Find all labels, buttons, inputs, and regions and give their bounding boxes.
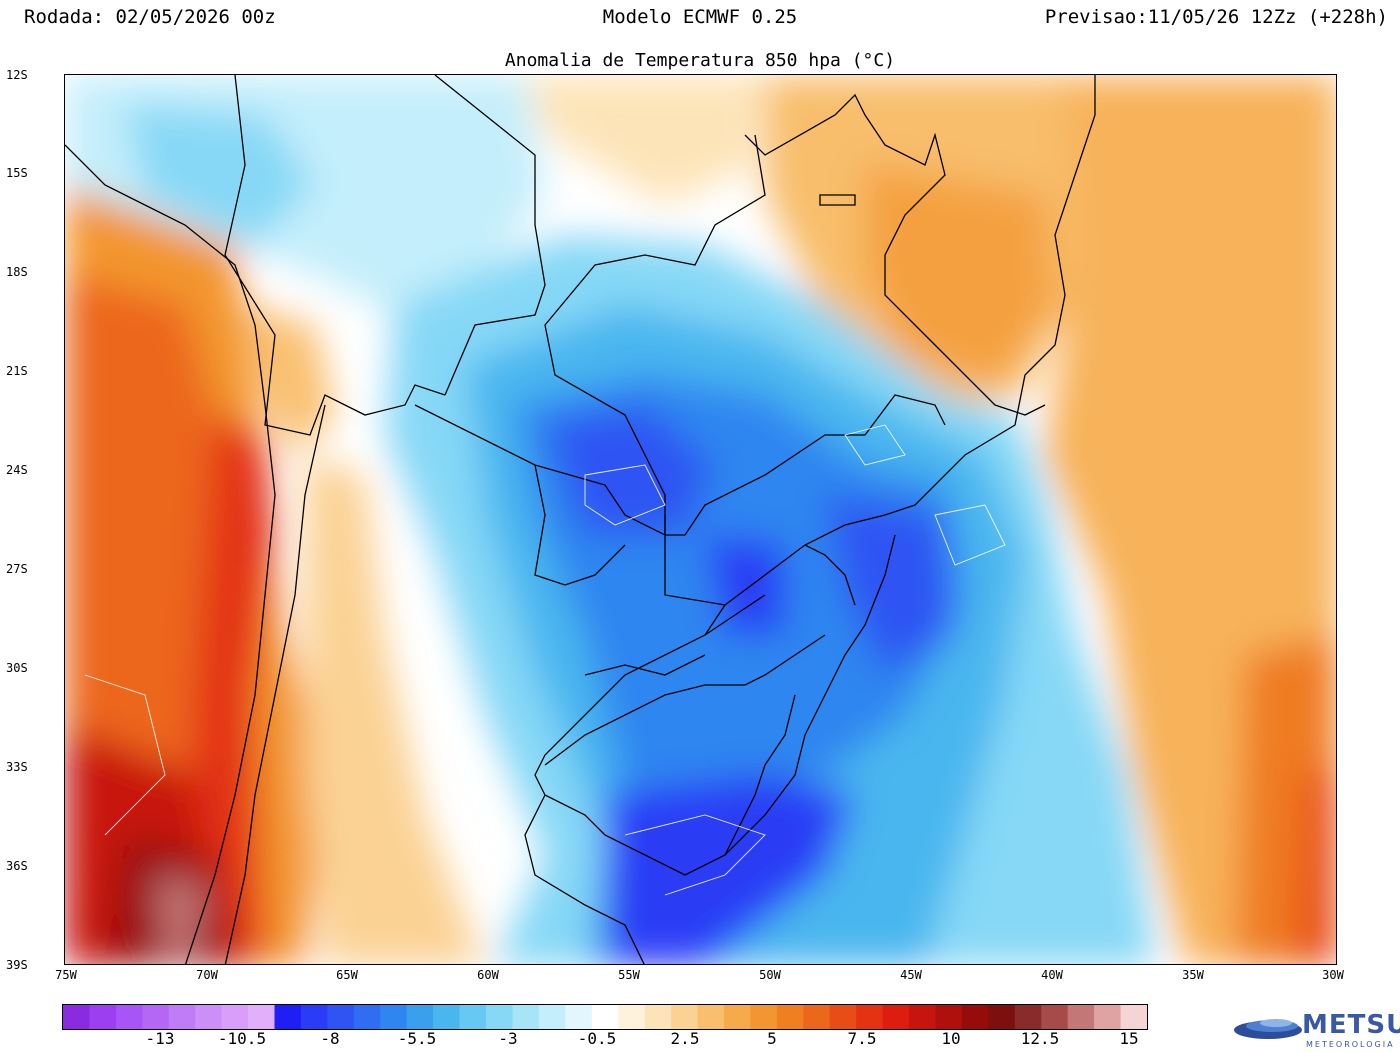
colorbar-swatch [380,1005,408,1029]
colorbar-label: -0.5 [577,1029,617,1048]
colorbar-swatch [538,1005,566,1029]
colorbar-label: 12.5 [1020,1029,1060,1048]
lon-label: 35W [1182,968,1204,982]
anomaly-field [65,75,1336,964]
map-panel [64,74,1337,965]
colorbar-swatch [1067,1005,1095,1029]
lat-label: 24S [6,463,28,477]
colorbar-swatch [406,1005,434,1029]
borders [65,75,1096,964]
lat-label: 18S [6,265,28,279]
colorbar-swatch [168,1005,196,1029]
colorbar-swatch [300,1005,328,1029]
colorbar-swatch [723,1005,751,1029]
lon-label: 70W [196,968,218,982]
colorbar-swatch [512,1005,540,1029]
lon-label: 40W [1041,968,1063,982]
colorbar-swatch [909,1005,936,1029]
colorbar-label: -5.5 [397,1029,437,1048]
colorbar-label: 15 [1119,1029,1139,1048]
colorbar-swatch [618,1005,646,1029]
colorbar-swatch [89,1005,117,1029]
colorbar-label: -13 [145,1029,175,1048]
colorbar-label: -10.5 [217,1029,267,1048]
colorbar-swatch [433,1005,461,1029]
run-date-label: Rodada: 02/05/2026 00z [24,6,276,28]
colorbar [62,1004,1148,1030]
colorbar-swatch [803,1005,831,1029]
colorbar-swatch [486,1005,513,1029]
lon-label: 60W [477,968,499,982]
colorbar-swatch [353,1005,381,1029]
colorbar-swatch [248,1005,276,1029]
model-label: Modelo ECMWF 0.25 [602,6,798,28]
lat-label: 39S [6,958,28,972]
lon-label: 45W [900,968,922,982]
colorbar-label: 10 [941,1029,961,1048]
colorbar-label: 5 [767,1029,777,1048]
lon-label: 30W [1322,968,1344,982]
map-title: Anomalia de Temperatura 850 hpa (°C) [504,50,896,71]
colorbar-swatch [961,1005,989,1029]
colorbar-swatch [644,1005,672,1029]
lon-label: 50W [759,968,781,982]
colorbar-swatch [671,1005,699,1029]
colorbar-swatch [459,1005,487,1029]
lat-label: 12S [6,68,28,82]
colorbar-swatch [327,1005,355,1029]
colorbar-label: -8 [320,1029,340,1048]
colorbar-swatch [63,1005,90,1029]
colorbar-label: 2.5 [670,1029,700,1048]
colorbar-swatch [221,1005,249,1029]
colorbar-swatch [591,1005,619,1029]
colorbar-swatch [988,1005,1016,1029]
lat-label: 15S [6,166,28,180]
colorbar-swatch [115,1005,143,1029]
colorbar-label: -3 [498,1029,518,1048]
logo-name: METSUL [1302,1010,1400,1040]
colorbar-swatch [829,1005,857,1029]
colorbar-swatch [142,1005,170,1029]
colorbar-swatch [1041,1005,1069,1029]
colorbar-swatch [195,1005,223,1029]
colorbar-swatch [1094,1005,1122,1029]
lat-label: 27S [6,562,28,576]
lon-label: 75W [55,968,77,982]
colorbar-swatch [750,1005,778,1029]
lat-label: 30S [6,661,28,675]
lon-label: 55W [618,968,640,982]
colorbar-swatch [935,1005,963,1029]
colorbar-swatch [776,1005,804,1029]
forecast-label: Previsao:11/05/26 12Zz (+228h) [1044,6,1388,28]
contours [84,424,1006,896]
logo-subtitle: METEOROLOGIA [1306,1040,1395,1049]
colorbar-swatch [1014,1005,1042,1029]
lat-label: 33S [6,760,28,774]
lon-label: 65W [336,968,358,982]
colorbar-swatch [565,1005,593,1029]
colorbar-swatch [1120,1005,1148,1029]
lat-label: 36S [6,859,28,873]
colorbar-swatch [274,1005,302,1029]
colorbar-label: 7.5 [847,1029,877,1048]
metsul-logo-icon [1234,1019,1302,1039]
colorbar-swatch [856,1005,884,1029]
colorbar-border [62,1004,1148,1030]
anomaly-map [65,75,1336,964]
lat-label: 21S [6,364,28,378]
colorbar-swatch [697,1005,725,1029]
colorbar-swatch [882,1005,910,1029]
